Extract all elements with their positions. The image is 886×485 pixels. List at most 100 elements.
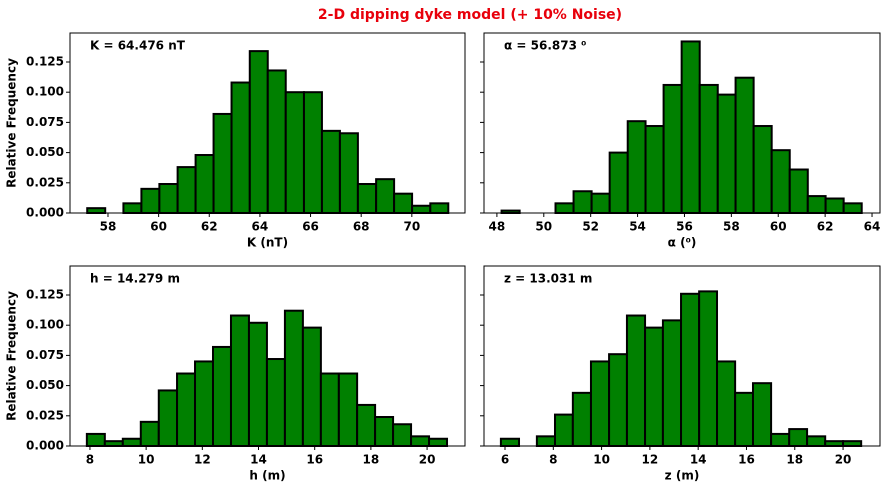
bar [572,190,593,215]
x-tick-label: 58 [723,220,740,234]
bar [211,345,232,448]
bar [266,69,287,214]
bar [662,83,683,215]
annotation: K = 64.476 nT [90,39,186,53]
bar [265,358,286,448]
x-axis-label: z (m) [665,469,700,483]
x-axis-label: h (m) [249,469,285,483]
annotation: α = 56.873 ⁰ [504,39,586,53]
y-tick-label: 0.025 [26,408,64,422]
bar [283,309,304,448]
y-tick-label: 0.050 [26,378,64,392]
x-tick-label: 62 [817,220,834,234]
x-tick-label: 14 [690,453,707,467]
x-tick-label: 60 [770,220,787,234]
bar [571,391,592,448]
bar [770,432,791,448]
bar [247,321,268,448]
bar [248,50,269,214]
bar [752,125,773,214]
bar [770,149,791,215]
y-tick-label: 0.000 [26,439,64,453]
x-tick-label: 16 [738,453,755,467]
bar [698,290,719,448]
x-axis-label: K (nT) [247,236,288,250]
bar [356,183,378,215]
bar [194,360,214,448]
bar [429,202,450,215]
bar [284,91,305,214]
figure-title: 2-D dipping dyke model (+ 10% Noise) [318,7,622,23]
bar [392,423,413,448]
bar [176,372,197,448]
axes-frame [483,32,881,214]
x-tick-label: 12 [194,453,211,467]
bar [158,183,179,215]
annotation: z = 13.031 m [504,272,592,286]
bar [590,192,611,215]
bar [734,76,755,214]
bar [428,437,449,448]
bar [356,403,377,448]
y-axis-label: Relative Frequency [5,58,19,188]
y-tick-label: 0.100 [26,318,64,332]
bar [806,435,827,448]
x-tick-label: 70 [403,220,420,234]
bar [661,319,683,448]
bar [375,178,396,215]
bar [176,166,197,215]
bar [716,360,737,448]
bar [302,91,323,214]
bar [824,197,845,215]
bar [139,420,160,448]
bar [644,326,664,448]
bar [122,202,143,215]
y-tick-label: 0.050 [26,145,64,159]
x-tick-label: 50 [535,220,552,234]
x-tick-label: 6 [501,453,509,467]
x-tick-label: 60 [150,220,167,234]
y-tick-label: 0.075 [26,348,64,362]
x-tick-label: 18 [786,453,803,467]
bar [121,437,142,448]
bar [86,207,107,215]
x-tick-label: 54 [629,220,646,234]
bar [842,440,863,448]
x-tick-label: 18 [363,453,380,467]
bar [589,360,611,448]
x-tick-label: 68 [353,220,370,234]
bar [680,40,701,214]
bar [608,353,628,448]
bar [788,428,809,448]
bar [140,187,161,215]
bar [499,437,521,448]
bar [842,202,863,215]
x-tick-label: 8 [549,453,557,467]
y-tick-label: 0.100 [26,85,64,99]
bar [194,154,215,215]
x-tick-label: 48 [489,220,506,234]
y-tick-label: 0.075 [26,115,64,129]
bar [157,389,179,448]
bar [411,204,432,215]
bar [751,382,773,448]
y-tick-label: 0.125 [26,287,64,301]
x-tick-label: 10 [138,453,155,467]
x-tick-label: 20 [419,453,436,467]
x-tick-label: 16 [306,453,323,467]
bar [85,432,106,448]
axes-frame [483,265,881,447]
bar [212,112,233,214]
axes-frame [69,265,466,447]
x-tick-label: 12 [642,453,659,467]
bar [229,314,250,448]
y-axis-label: Relative Frequency [5,291,19,421]
y-tick-label: 0.025 [26,175,64,189]
bar [788,168,809,215]
bar [824,440,845,448]
x-tick-label: 56 [676,220,693,234]
x-tick-label: 20 [835,453,852,467]
bar [319,372,340,448]
x-axis-label: α (⁰) [668,236,697,250]
